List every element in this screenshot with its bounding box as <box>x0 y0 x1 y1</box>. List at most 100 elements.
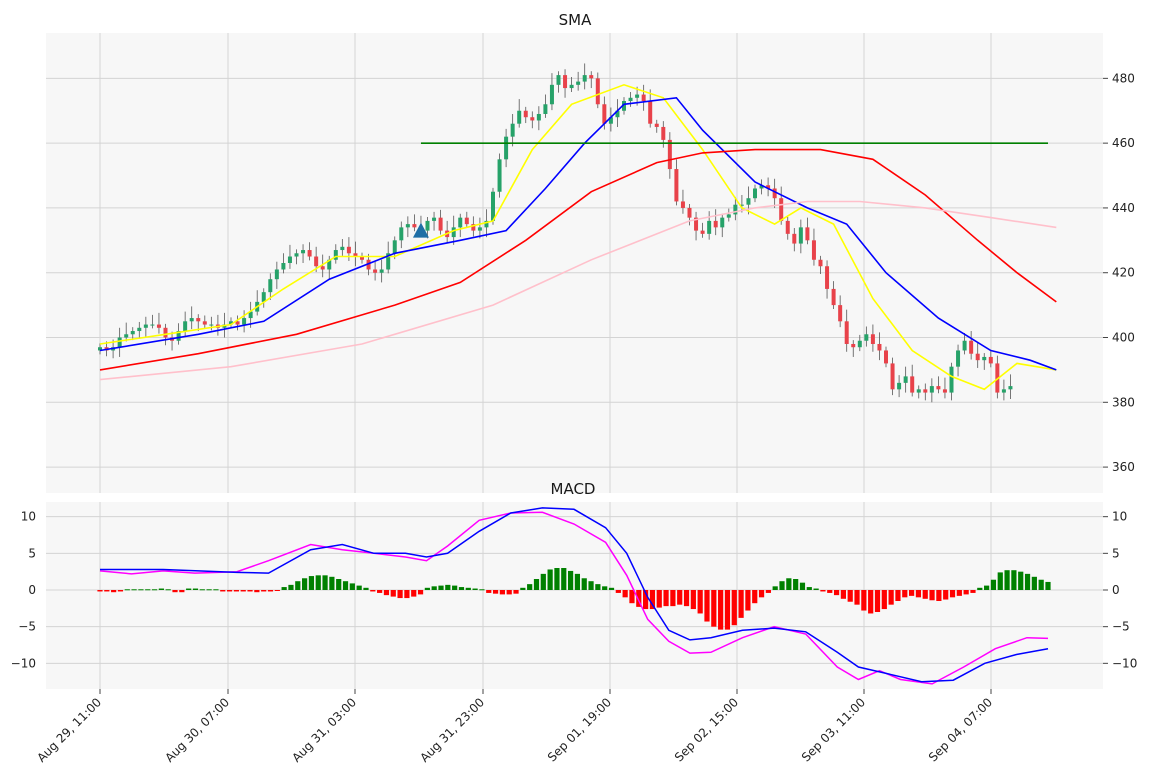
macd-hist-bar <box>1011 570 1017 590</box>
candle-up <box>124 334 129 338</box>
candle-down <box>851 343 856 348</box>
macd-hist-bar <box>308 576 315 590</box>
macd-hist-bar <box>949 590 956 598</box>
macd-hist-bar <box>683 590 690 607</box>
macd-hist-bar <box>329 576 335 590</box>
macd-hist-bar <box>520 587 526 590</box>
macd-hist-bar <box>615 590 621 593</box>
macd-hist-bar <box>349 583 355 590</box>
candle-up <box>628 97 633 102</box>
candle-down <box>877 343 882 351</box>
macd-hist-bar <box>1024 573 1031 590</box>
macd-hist-bar <box>377 590 383 593</box>
candle-down <box>969 340 974 354</box>
macd-hist-bar <box>254 590 260 593</box>
candle-down <box>884 350 888 364</box>
candle-down <box>838 305 843 322</box>
candle-up <box>98 347 102 351</box>
candle-down <box>680 201 685 208</box>
candle-up <box>929 386 934 393</box>
macd-hist-bar <box>799 582 806 590</box>
macd-hist-bar <box>643 590 649 610</box>
sma-y-tick-label: 420 <box>1112 266 1135 280</box>
candle-down <box>923 389 928 393</box>
candle-down <box>438 217 443 231</box>
candle-up <box>425 220 430 231</box>
candle-down <box>648 101 653 124</box>
candle-up <box>209 324 214 326</box>
macd-hist-bar <box>581 578 587 590</box>
candle-up <box>720 217 725 228</box>
macd-hist-bar <box>247 590 253 592</box>
macd-hist-bar <box>1018 571 1024 590</box>
macd-hist-bar <box>670 590 676 607</box>
candle-down <box>595 78 600 105</box>
macd-hist-bar <box>793 579 799 590</box>
macd-hist-bar <box>704 590 710 622</box>
candle-up <box>294 253 299 257</box>
macd-hist-bar <box>977 587 983 590</box>
candle-down <box>674 169 679 202</box>
candle-down <box>831 288 836 306</box>
macd-y-tick-label-left: −5 <box>18 620 36 634</box>
macd-hist-bar <box>752 590 758 604</box>
macd-hist-bar <box>186 588 192 590</box>
macd-hist-bar <box>465 587 471 590</box>
macd-hist-bar <box>758 590 765 598</box>
macd-hist-bar <box>595 584 601 590</box>
macd-hist-bar <box>820 590 826 592</box>
candle-down <box>785 220 790 234</box>
macd-hist-bar <box>145 589 151 591</box>
candle-down <box>910 376 915 393</box>
candle-down <box>235 321 240 325</box>
macd-hist-bar <box>363 587 369 590</box>
candle-up <box>635 94 640 98</box>
candle-down <box>641 94 646 102</box>
sma-mid-line <box>99 96 1057 371</box>
macd-hist-bar <box>881 590 887 610</box>
macd-hist-bar <box>929 590 935 601</box>
candle-down <box>687 207 692 218</box>
candle-up <box>301 250 306 254</box>
candle-down <box>471 224 476 231</box>
macd-hist-bar <box>636 590 642 607</box>
macd-hist-bar <box>151 589 158 591</box>
candle-down <box>713 220 718 228</box>
macd-hist-bar <box>861 590 867 611</box>
buy-marker-triangle <box>412 222 429 238</box>
sma-longest-line <box>99 200 1057 381</box>
macd-hist-bar <box>765 590 771 593</box>
macd-hist-bar <box>854 590 860 605</box>
candle-down <box>936 386 941 390</box>
macd-hist-bar <box>588 581 594 590</box>
macd-hist-bar <box>874 590 881 612</box>
candle-up <box>399 227 404 241</box>
macd-hist-bar <box>267 590 274 592</box>
macd-hist-bar <box>452 585 458 590</box>
macd-hist-bar <box>567 570 574 590</box>
macd-hist-bar <box>370 590 376 592</box>
macd-hist-bar <box>915 590 922 598</box>
candle-up <box>183 321 188 332</box>
candle-down <box>314 256 319 267</box>
candle-down <box>988 356 993 364</box>
candle-up <box>949 366 954 393</box>
candle-up <box>707 220 712 234</box>
macd-hist-bar <box>540 573 546 590</box>
macd-hist-bar <box>131 589 137 591</box>
candle-up <box>517 110 522 124</box>
macd-hist-bar <box>990 579 997 590</box>
candle-down <box>523 110 528 118</box>
macd-hist-bar <box>356 585 362 590</box>
macd-hist-bar <box>165 589 171 591</box>
macd-hist-bar <box>492 590 499 594</box>
macd-y-tick-label-left: 10 <box>21 510 36 524</box>
sma-short-line <box>99 83 1057 391</box>
macd-hist-bar <box>431 586 437 590</box>
macd-hist-bar <box>731 590 737 626</box>
macd-y-tick-label-left: −10 <box>11 656 36 670</box>
macd-hist-bar <box>888 590 894 605</box>
macd-hist-bar <box>806 587 812 590</box>
macd-hist-bar <box>302 578 308 590</box>
